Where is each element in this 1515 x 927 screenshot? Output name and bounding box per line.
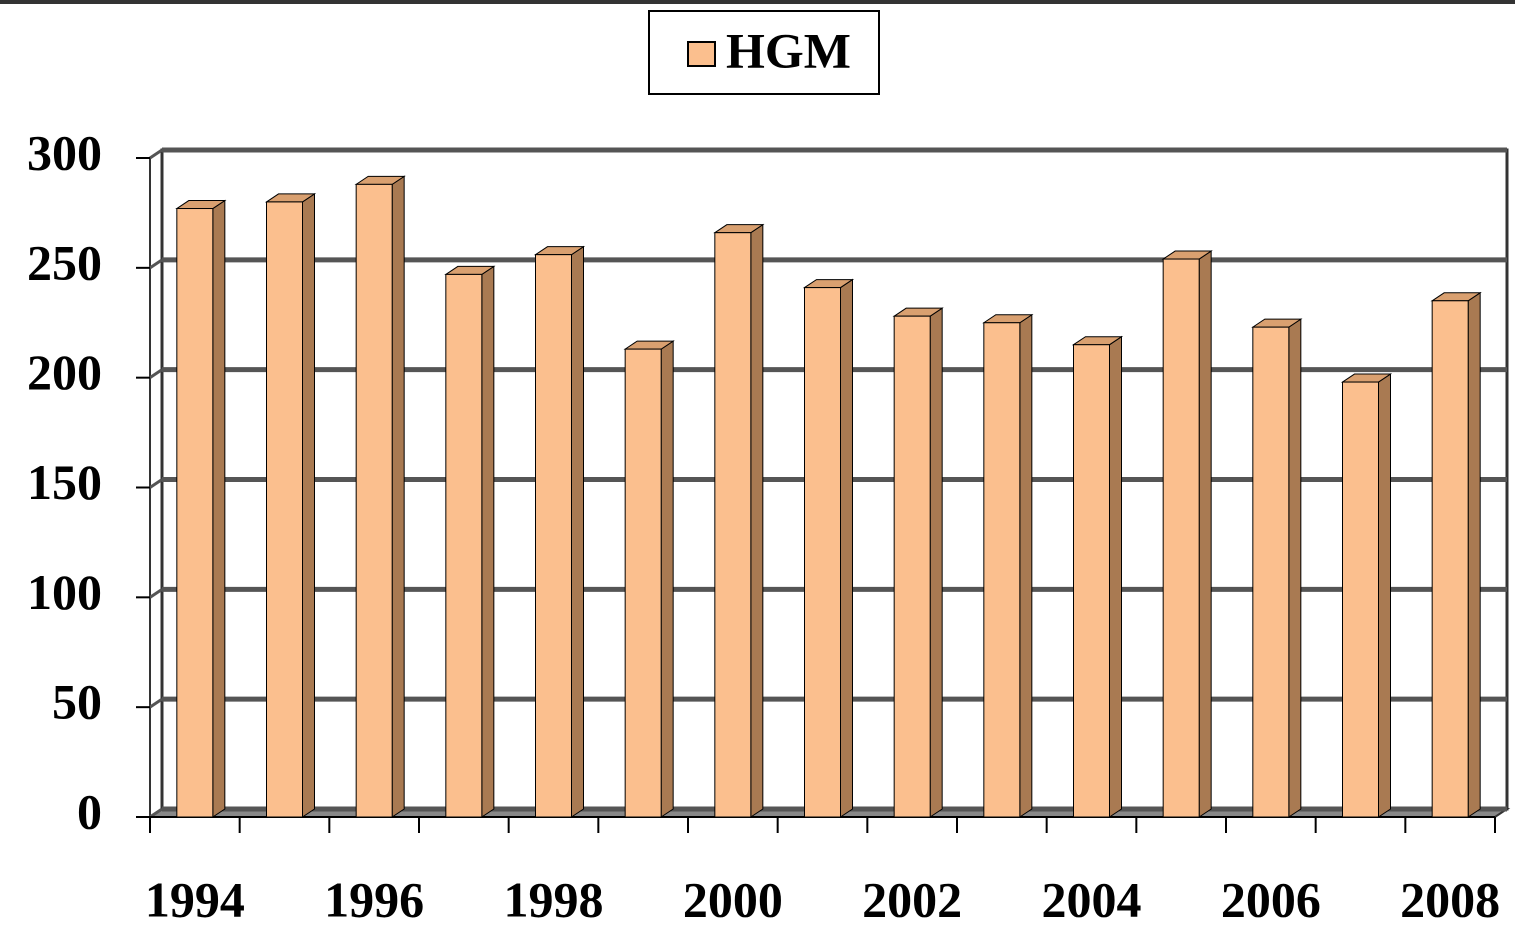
bar <box>624 348 662 818</box>
y-tick-label: 250 <box>27 234 102 290</box>
bar-side <box>929 307 943 818</box>
bar <box>893 315 931 818</box>
grid-line-side <box>149 588 163 599</box>
legend-swatch <box>687 41 716 67</box>
bar <box>1073 344 1110 818</box>
bar <box>804 287 841 818</box>
bar-side <box>571 245 584 818</box>
bar-side <box>660 340 674 818</box>
bar <box>1431 300 1469 818</box>
y-tick-label: 200 <box>27 344 102 400</box>
grid-line-side <box>149 807 163 819</box>
bar-side <box>481 265 495 818</box>
bar-side <box>1378 373 1391 818</box>
bar <box>445 273 483 818</box>
bar-side <box>391 175 405 818</box>
x-tick-label: 1996 <box>324 871 424 927</box>
grid-line-side <box>149 478 163 489</box>
y-tick-label: 50 <box>52 674 102 730</box>
bar <box>355 183 393 818</box>
bar-side <box>212 199 226 818</box>
bar-side <box>840 278 853 818</box>
legend-label: HGM <box>726 22 851 78</box>
bar <box>535 254 572 818</box>
x-tick-label: 1994 <box>145 871 245 927</box>
y-tick-label: 300 <box>27 124 102 180</box>
bar-side <box>1198 250 1212 818</box>
y-tick-label: 100 <box>27 564 102 620</box>
x-tick-label: 2000 <box>683 871 783 927</box>
bar-side <box>750 223 764 818</box>
x-tick-label: 2002 <box>862 871 962 927</box>
x-tick-label: 2004 <box>1042 871 1142 927</box>
y-tick-label: 150 <box>27 454 102 510</box>
bar <box>1162 258 1200 818</box>
grid-line-side <box>149 368 163 379</box>
grid-line-side <box>149 148 163 160</box>
bar <box>176 208 214 818</box>
x-tick-label: 2006 <box>1221 871 1321 927</box>
bar-side <box>1019 313 1033 818</box>
bar <box>983 322 1021 818</box>
x-tick-label: 1998 <box>504 871 604 927</box>
grid-line-side <box>149 697 163 709</box>
bar <box>1342 381 1379 818</box>
bar-side <box>302 192 315 818</box>
bar-side <box>1288 318 1302 818</box>
bar <box>1252 326 1290 818</box>
top-border <box>0 0 1515 4</box>
bar <box>266 201 303 818</box>
bar <box>714 232 752 818</box>
y-tick-label: 0 <box>77 783 102 839</box>
bar-side <box>1467 291 1481 818</box>
bar-side <box>1109 335 1122 818</box>
grid-line-side <box>149 258 163 270</box>
x-tick-label: 2008 <box>1400 871 1500 927</box>
